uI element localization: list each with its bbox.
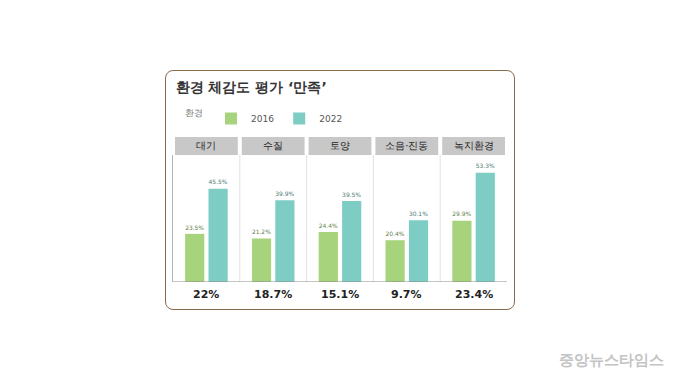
svg-text:2022: 2022 <box>319 114 342 124</box>
svg-text:30.1%: 30.1% <box>409 210 428 217</box>
svg-text:수질: 수질 <box>263 140 283 151</box>
svg-text:21.2%: 21.2% <box>252 228 271 235</box>
svg-text:18.7%: 18.7% <box>254 288 292 301</box>
svg-text:39.9%: 39.9% <box>275 190 294 197</box>
svg-text:2016: 2016 <box>251 114 274 124</box>
svg-text:토양: 토양 <box>330 140 350 151</box>
html-text:중앙뉴스타임스: 중앙뉴스타임스 <box>559 351 664 369</box>
svg-text:53.3%: 53.3% <box>476 162 495 169</box>
svg-text:45.5%: 45.5% <box>209 178 228 185</box>
svg-text:녹지환경: 녹지환경 <box>454 140 494 151</box>
svg-text:환경 체감도 평가 ‘만족’: 환경 체감도 평가 ‘만족’ <box>176 79 327 95</box>
svg-text:20.4%: 20.4% <box>386 230 405 237</box>
svg-text:환경: 환경 <box>185 108 203 118</box>
svg-text:39.5%: 39.5% <box>342 191 361 198</box>
svg-text:29.9%: 29.9% <box>452 210 471 217</box>
svg-text:9.7%: 9.7% <box>391 288 422 301</box>
svg-text:23.5%: 23.5% <box>185 224 204 231</box>
svg-text:23.4%: 23.4% <box>455 288 493 301</box>
svg-text:소음·진동: 소음·진동 <box>385 140 428 151</box>
svg-text:대기: 대기 <box>196 140 216 151</box>
svg-text:22%: 22% <box>193 288 219 301</box>
svg-text:15.1%: 15.1% <box>321 288 359 301</box>
svg-text:24.4%: 24.4% <box>319 222 338 229</box>
